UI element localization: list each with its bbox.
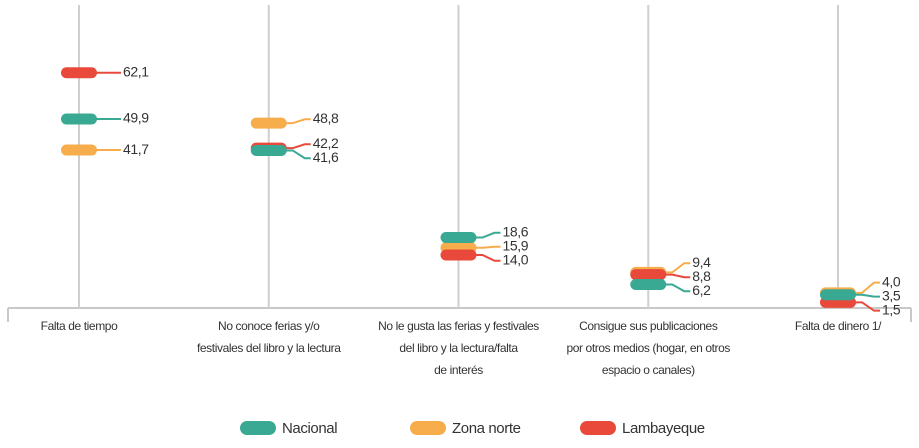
dot-marker xyxy=(630,279,667,291)
legend-label: Zona norte xyxy=(452,420,521,437)
dot-marker xyxy=(61,67,97,79)
value-label: 1,5 xyxy=(882,301,901,317)
leader-line xyxy=(664,262,691,274)
value-label: 3,5 xyxy=(882,287,901,303)
category-label: festivales del libro y la lectura xyxy=(197,341,341,355)
legend-swatch xyxy=(240,421,276,435)
legend-swatch xyxy=(580,421,616,435)
leader-line xyxy=(284,143,311,150)
value-label: 48,8 xyxy=(313,110,339,126)
dot-marker xyxy=(61,144,97,156)
leader-line xyxy=(854,301,880,312)
leader-line xyxy=(664,273,691,279)
leader-line xyxy=(854,281,880,294)
value-label: 14,0 xyxy=(503,251,529,267)
leader-line xyxy=(474,245,501,249)
dot-marker xyxy=(440,249,477,261)
leader-line xyxy=(664,283,691,293)
value-label: 42,2 xyxy=(313,135,339,151)
value-label: 49,9 xyxy=(123,110,149,126)
value-label: 41,7 xyxy=(123,141,149,157)
legend-swatch xyxy=(410,421,446,435)
leader-line xyxy=(474,231,501,239)
leader-line xyxy=(474,253,501,262)
dot-marker xyxy=(630,269,667,281)
category-label: No conoce ferias y/o xyxy=(218,319,320,333)
value-label: 9,4 xyxy=(692,254,711,270)
category-label: Falta de tiempo xyxy=(41,319,118,333)
leader-line xyxy=(284,118,311,125)
category-label: No le gusta las ferias y festivales xyxy=(378,319,539,333)
dot-marker xyxy=(250,117,287,129)
value-label: 41,6 xyxy=(313,149,339,165)
dot-marker xyxy=(820,289,856,301)
value-label: 18,6 xyxy=(503,223,529,239)
dot-marker xyxy=(440,232,477,244)
category-label: Falta de dinero 1/ xyxy=(795,319,882,333)
leader-line xyxy=(854,293,880,298)
category-label: Consigue sus publicaciones xyxy=(579,319,718,333)
leader-line xyxy=(284,149,311,160)
value-label: 15,9 xyxy=(503,237,529,253)
legend-label: Lambayeque xyxy=(622,420,705,437)
legend-label: Nacional xyxy=(282,420,337,437)
dot-marker xyxy=(250,144,287,156)
category-label: espacio o canales) xyxy=(602,363,695,377)
value-label: 6,2 xyxy=(692,282,711,298)
dot-marker xyxy=(61,113,97,125)
value-label: 8,8 xyxy=(692,268,711,284)
value-label: 62,1 xyxy=(123,63,149,79)
value-label: 4,0 xyxy=(882,273,901,289)
category-label: por otros medios (hogar, en otros xyxy=(566,341,730,355)
category-label: del libro y la lectura/falta xyxy=(399,341,518,355)
category-label: de interés xyxy=(434,363,483,377)
